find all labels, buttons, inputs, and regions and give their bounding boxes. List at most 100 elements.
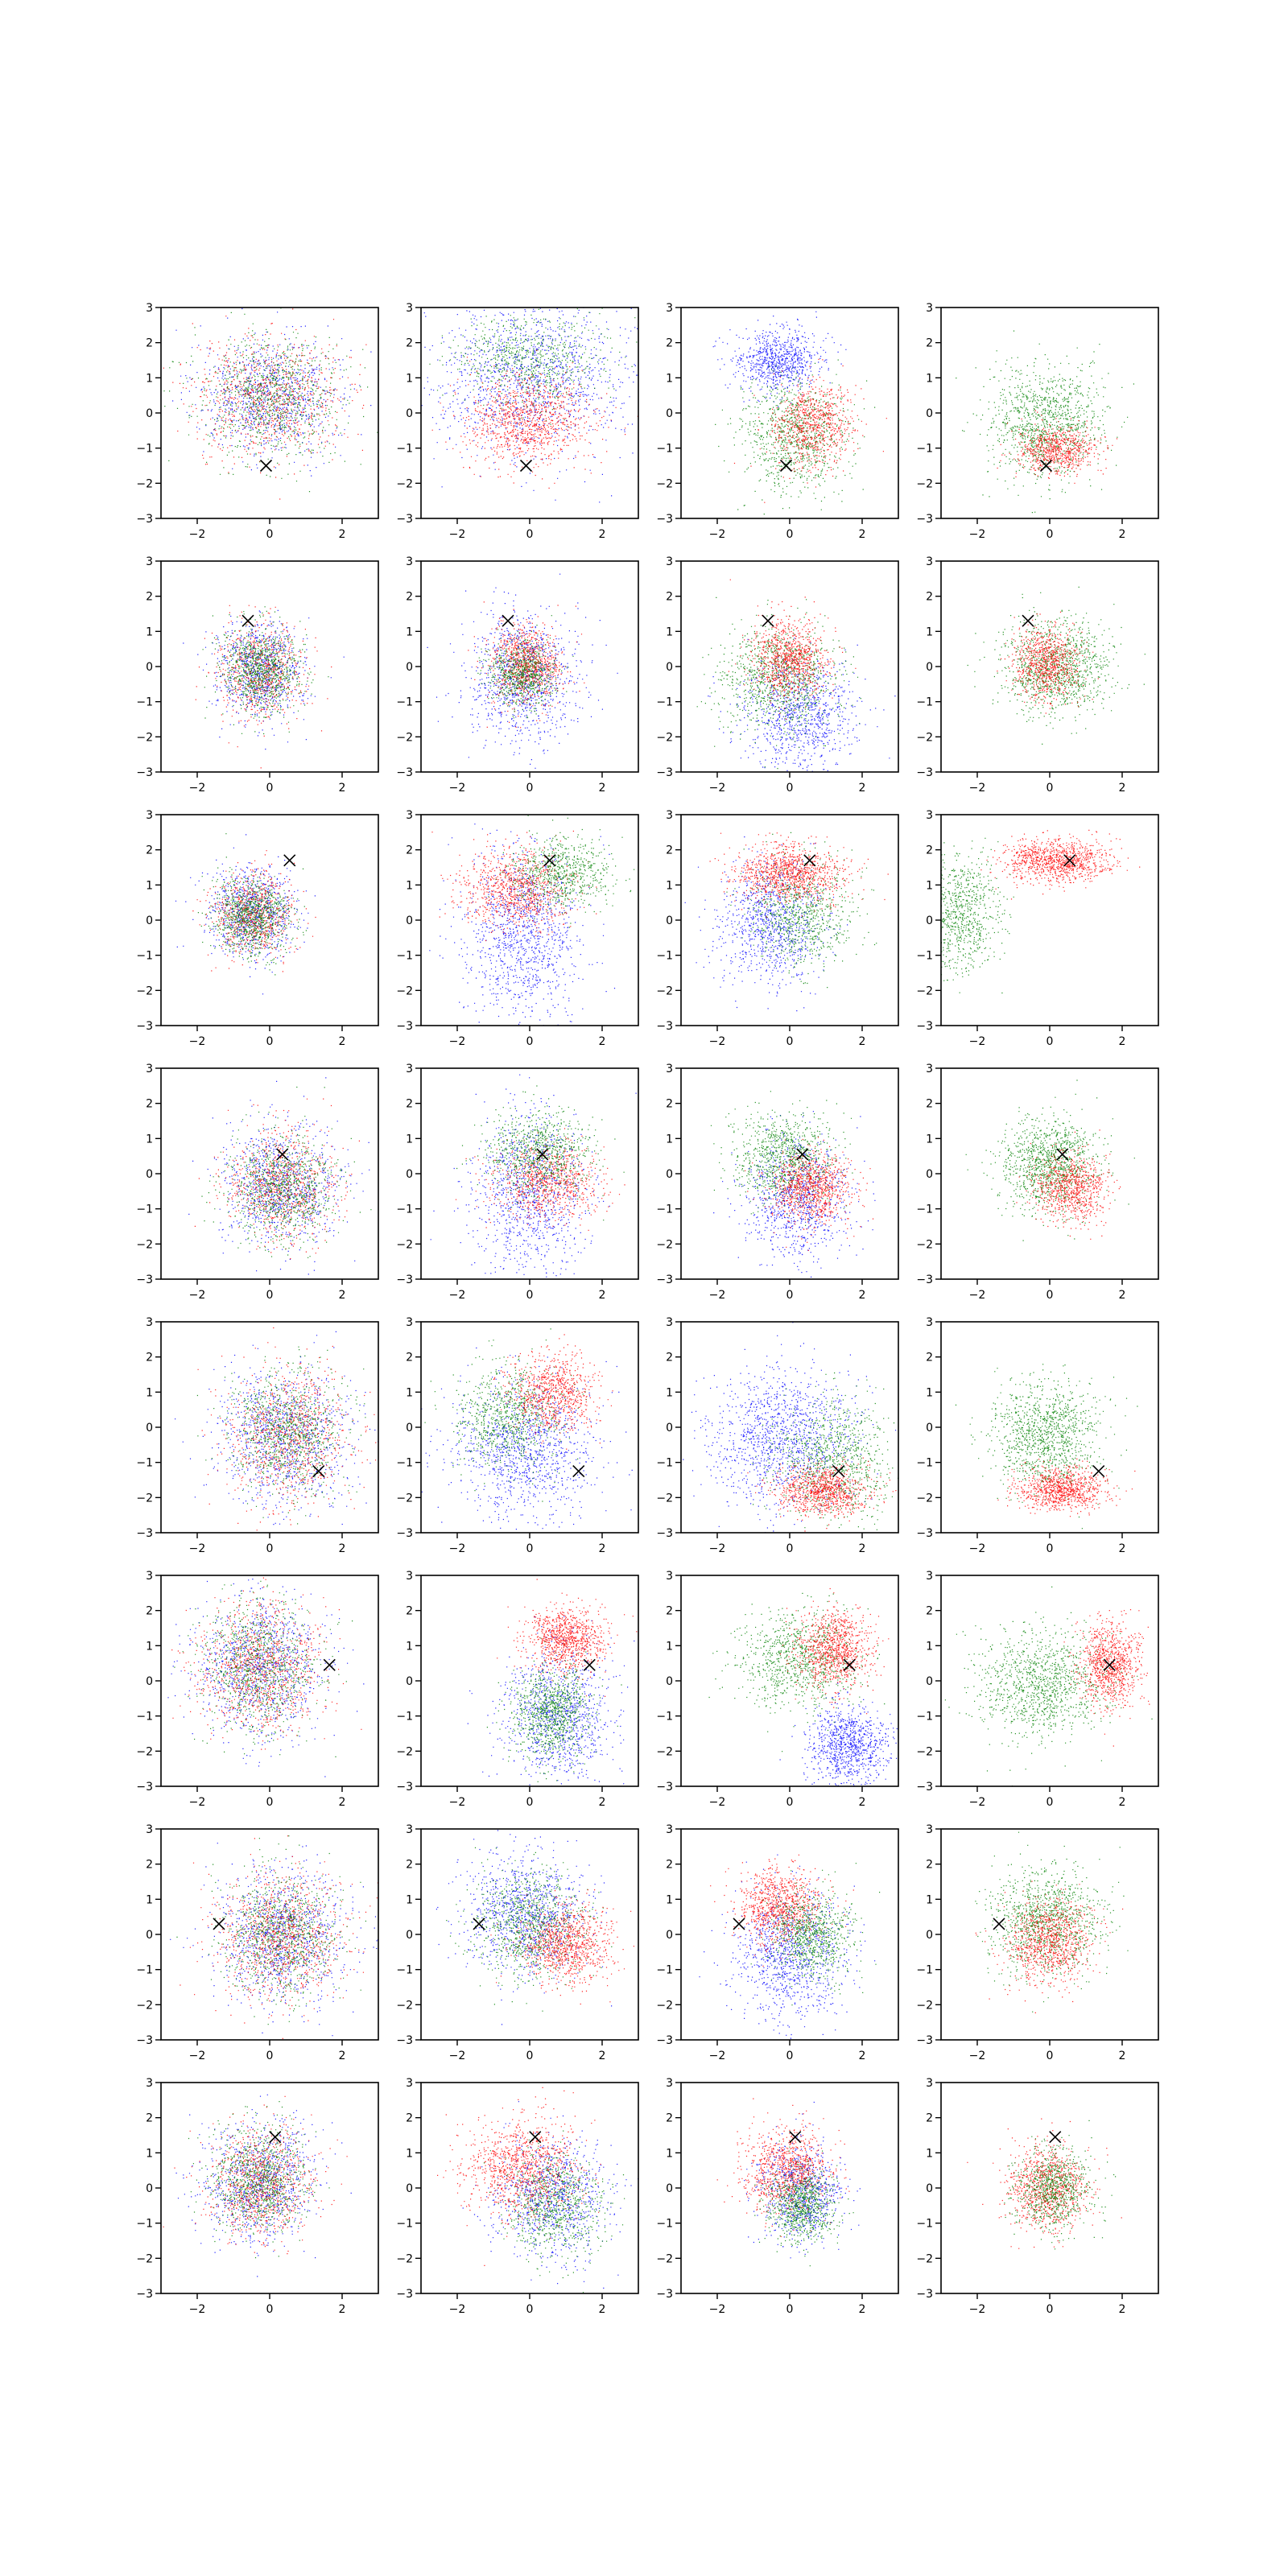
x-marker bbox=[1022, 614, 1034, 627]
green-scatter-series bbox=[163, 308, 378, 493]
y-tick-label: −1 bbox=[656, 2218, 673, 2231]
y-tick-label: −3 bbox=[136, 1527, 153, 1540]
subplot-r1-c4: −2 0 2 −3 −2 −1 0 1 2 3 bbox=[916, 302, 1159, 541]
y-tick-label: 2 bbox=[926, 1605, 933, 1618]
x-tick-label: −2 bbox=[969, 1289, 986, 1302]
y-tick-label: 1 bbox=[926, 1640, 933, 1653]
y-tick-label: −1 bbox=[396, 1964, 413, 1977]
y-tick-label: 1 bbox=[666, 372, 673, 385]
subplot-r2-c1: −2 0 2 −3 −2 −1 0 1 2 3 bbox=[136, 555, 379, 795]
y-tick-label: 3 bbox=[666, 1063, 673, 1075]
y-tick-label: 1 bbox=[666, 2147, 673, 2160]
x-tick-label: −2 bbox=[969, 2050, 986, 2062]
y-tick-label: 1 bbox=[926, 879, 933, 892]
y-tick-label: −2 bbox=[916, 1492, 933, 1505]
y-tick-label: −1 bbox=[136, 696, 153, 709]
red-scatter-series bbox=[431, 349, 638, 489]
y-tick-label: −1 bbox=[136, 2218, 153, 2231]
y-tick-label: 0 bbox=[406, 1168, 413, 1181]
red-scatter-series bbox=[163, 2095, 348, 2255]
y-tick-label: 2 bbox=[406, 591, 413, 604]
y-tick-label: −2 bbox=[396, 1492, 413, 1505]
y-tick-label: −2 bbox=[136, 477, 153, 490]
x-tick-label: −2 bbox=[969, 1035, 986, 1048]
y-tick-label: 2 bbox=[926, 844, 933, 857]
green-scatter-series bbox=[424, 1328, 587, 1502]
y-tick-label: 3 bbox=[666, 1316, 673, 1329]
x-tick-label: −2 bbox=[449, 1035, 466, 1048]
x-marker bbox=[1056, 1148, 1069, 1161]
red-scatter-series bbox=[455, 1128, 625, 1231]
x-tick-label: 0 bbox=[786, 2303, 794, 2316]
x-tick-label: 0 bbox=[1046, 2050, 1054, 2062]
x-tick-label: 2 bbox=[1119, 2050, 1126, 2062]
red-scatter-series bbox=[195, 605, 332, 769]
y-tick-label: −2 bbox=[656, 1492, 673, 1505]
y-tick-label: −1 bbox=[396, 443, 413, 456]
axes-frame bbox=[420, 1575, 639, 1787]
y-tick-label: 1 bbox=[666, 625, 673, 638]
x-tick-label: 0 bbox=[786, 1542, 794, 1555]
x-tick-label: 2 bbox=[859, 2303, 866, 2316]
green-scatter-series bbox=[456, 1085, 625, 1224]
y-tick-label: −2 bbox=[136, 1238, 153, 1251]
x-tick-label: 0 bbox=[266, 1542, 274, 1555]
y-tick-label: 3 bbox=[926, 1316, 933, 1329]
x-tick-label: 0 bbox=[526, 2303, 534, 2316]
y-tick-label: 0 bbox=[666, 1929, 673, 1942]
y-tick-label: 2 bbox=[406, 2112, 413, 2125]
x-tick-label: 2 bbox=[339, 1035, 346, 1048]
x-tick-label: −2 bbox=[189, 528, 206, 541]
x-marker bbox=[762, 614, 774, 627]
blue-scatter-series bbox=[183, 609, 345, 750]
x-tick-label: 2 bbox=[1119, 782, 1126, 795]
green-scatter-series bbox=[956, 330, 1134, 514]
red-scatter-series bbox=[197, 1327, 377, 1531]
x-tick-label: 0 bbox=[526, 1289, 534, 1302]
y-tick-label: −3 bbox=[136, 513, 153, 526]
x-tick-label: 2 bbox=[599, 1796, 606, 1809]
axes-frame bbox=[420, 1321, 639, 1534]
green-scatter-series bbox=[715, 359, 876, 515]
axes-frame bbox=[940, 1067, 1159, 1280]
y-tick-label: −3 bbox=[916, 766, 933, 779]
x-tick-label: 0 bbox=[266, 2050, 274, 2062]
y-tick-label: 2 bbox=[406, 1605, 413, 1618]
subplot-r7-c4: −2 0 2 −3 −2 −1 0 1 2 3 bbox=[916, 1823, 1159, 2062]
green-scatter-series bbox=[446, 1847, 613, 2012]
y-tick-label: 2 bbox=[666, 1605, 673, 1618]
y-tick-label: 2 bbox=[666, 337, 673, 350]
y-tick-label: 1 bbox=[926, 625, 933, 638]
y-tick-label: −2 bbox=[916, 1745, 933, 1758]
y-tick-label: −2 bbox=[656, 985, 673, 997]
x-tick-label: 2 bbox=[339, 528, 346, 541]
green-scatter-series bbox=[708, 1592, 886, 1752]
subplot-r5-c3: −2 0 2 −3 −2 −1 0 1 2 3 bbox=[656, 1316, 899, 1555]
green-scatter-series bbox=[196, 1346, 366, 1525]
y-tick-label: −3 bbox=[396, 1781, 413, 1794]
green-scatter-series bbox=[197, 833, 307, 976]
y-tick-label: 0 bbox=[406, 1929, 413, 1942]
x-marker bbox=[779, 459, 793, 473]
y-tick-label: 0 bbox=[926, 661, 933, 674]
y-tick-label: −3 bbox=[136, 2034, 153, 2047]
red-scatter-series bbox=[779, 1587, 890, 1715]
x-marker bbox=[502, 614, 514, 627]
y-tick-label: −2 bbox=[916, 1238, 933, 1251]
x-tick-label: −2 bbox=[449, 2303, 466, 2316]
y-tick-label: 0 bbox=[666, 1422, 673, 1435]
blue-scatter-series bbox=[713, 1111, 876, 1278]
x-marker bbox=[789, 2131, 802, 2144]
subplot-r3-c4: −2 0 2 −3 −2 −1 0 1 2 3 bbox=[916, 809, 1159, 1048]
y-tick-label: −3 bbox=[916, 2034, 933, 2047]
red-scatter-series bbox=[497, 1579, 638, 1697]
x-tick-label: 0 bbox=[1046, 1289, 1054, 1302]
x-tick-label: 2 bbox=[1119, 1289, 1126, 1302]
y-tick-label: −1 bbox=[136, 443, 153, 456]
y-tick-label: −1 bbox=[916, 950, 933, 963]
x-tick-label: 0 bbox=[526, 782, 534, 795]
y-tick-label: 3 bbox=[146, 555, 153, 568]
x-tick-label: −2 bbox=[969, 1796, 986, 1809]
green-scatter-series bbox=[975, 1831, 1129, 2013]
x-marker bbox=[536, 1148, 549, 1161]
